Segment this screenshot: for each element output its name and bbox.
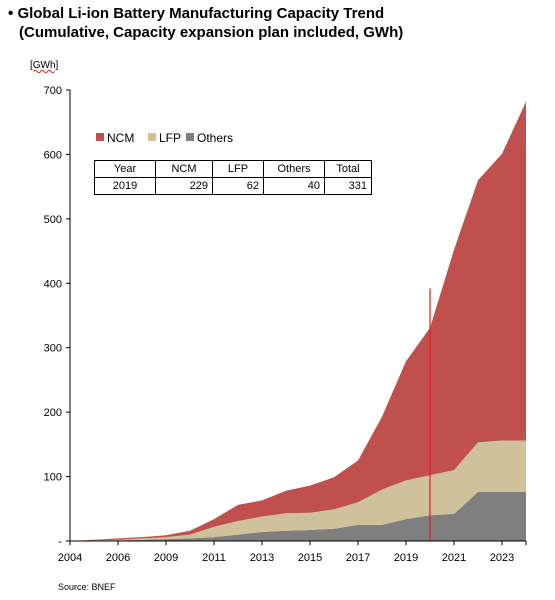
x-tick-label: 2017 [346,552,370,564]
legend-label-lfp: LFP [159,131,181,145]
area-series-group [70,101,526,541]
legend: NCM LFP Others [96,131,233,145]
table-value-ncm: 229 [155,177,213,195]
title-line1: Global Li-ion Battery Manufacturing Capa… [17,5,385,22]
x-tick-label: 2006 [106,552,130,564]
summary-table-value-row: 2019 229 62 40 331 [94,177,372,195]
axes-group: - 100 200 300 400 500 600 700 2004 2006 2009 2011 20… [44,85,527,564]
legend-swatch-ncm [96,133,104,141]
x-tick-label: 2013 [250,552,274,564]
title-bullet: • [8,5,14,22]
table-header-ncm: NCM [155,160,213,178]
summary-table: Year NCM LFP Others Total 2019 229 62 40… [94,160,372,195]
area-others [70,492,526,541]
legend-label-ncm: NCM [107,131,134,145]
area-lfp [70,440,526,541]
source-note: Source: BNEF [58,582,116,592]
table-value-lfp: 62 [212,177,264,195]
x-tick-label: 2009 [154,552,178,564]
legend-swatch-others [186,133,194,141]
table-value-total: 331 [324,177,372,195]
y-tick-label: 500 [44,214,62,226]
title-line2: (Cumulative, Capacity expansion plan inc… [19,24,404,41]
x-tick-label: 2004 [58,552,82,564]
y-tick-label: 100 [44,472,62,484]
y-axis-unit-label: [GWh] [30,60,59,71]
x-tick-label: 2019 [394,552,418,564]
y-tick-label: 300 [44,343,62,355]
x-tick-label: 2021 [442,552,466,564]
y-tick-label: 700 [44,85,62,97]
summary-table-header-row: Year NCM LFP Others Total [94,160,372,178]
y-tick-label: 600 [44,149,62,161]
chart-title: • Global Li-ion Battery Manufacturing Ca… [8,4,403,42]
table-header-year: Year [94,160,156,178]
legend-label-others: Others [197,131,233,145]
table-header-total: Total [324,160,372,178]
y-tick-label: 400 [44,278,62,290]
table-value-others: 40 [263,177,325,195]
table-value-year: 2019 [94,177,156,195]
x-tick-label: 2015 [298,552,322,564]
y-tick-label: 200 [44,407,62,419]
x-tick-label: 2011 [202,552,226,564]
area-ncm [70,101,526,541]
legend-swatch-lfp [148,133,156,141]
table-header-lfp: LFP [212,160,264,178]
y-tick-label: - [58,536,62,548]
table-header-others: Others [263,160,325,178]
x-tick-label: 2023 [490,552,514,564]
